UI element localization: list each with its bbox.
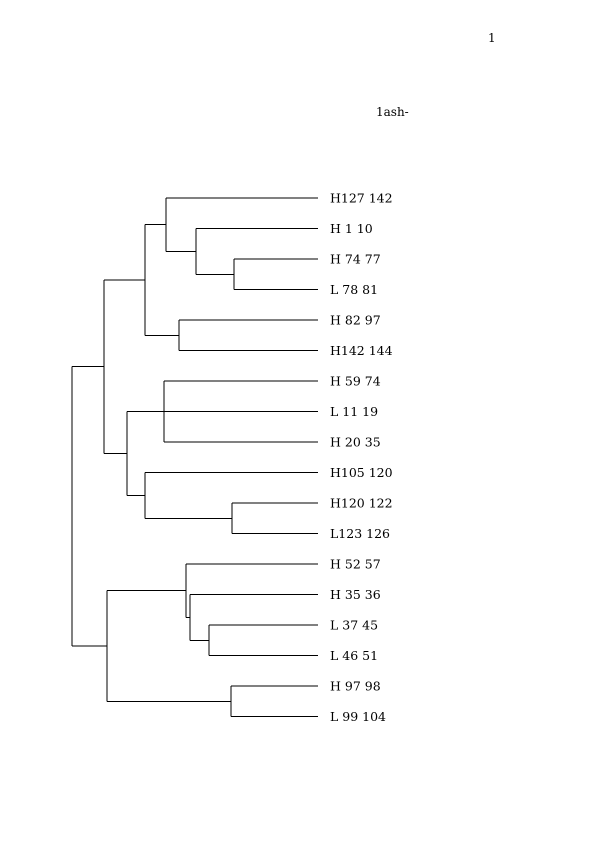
tree-title: 1ash- [376,105,409,119]
leaf-label: H 74 77 [330,252,381,267]
leaf-label: L 78 81 [330,282,378,297]
leaf-label: H 82 97 [330,313,381,328]
leaf-label: H 59 74 [330,374,381,389]
leaf-label: H105 120 [330,465,393,480]
leaf-label: L123 126 [330,526,390,541]
leaf-label: H 52 57 [330,557,381,572]
leaf-label: H 1 10 [330,221,373,236]
leaf-label: H 20 35 [330,435,381,450]
leaf-label: L 99 104 [330,709,386,724]
leaf-label: H 97 98 [330,679,381,694]
leaf-label: L 11 19 [330,404,378,419]
leaf-label: H142 144 [330,343,393,358]
page-number: 1 [488,31,496,45]
leaf-label: L 46 51 [330,648,378,663]
leaf-label: H 35 36 [330,587,381,602]
leaf-label: H127 142 [330,191,393,206]
dendrogram-branches [71,197,318,717]
leaf-label: L 37 45 [330,618,378,633]
leaf-label: H120 122 [330,496,393,511]
leaf-labels: H127 142 H 1 10 H 74 77 L 78 81 H 82 97 H142 … [330,191,393,725]
